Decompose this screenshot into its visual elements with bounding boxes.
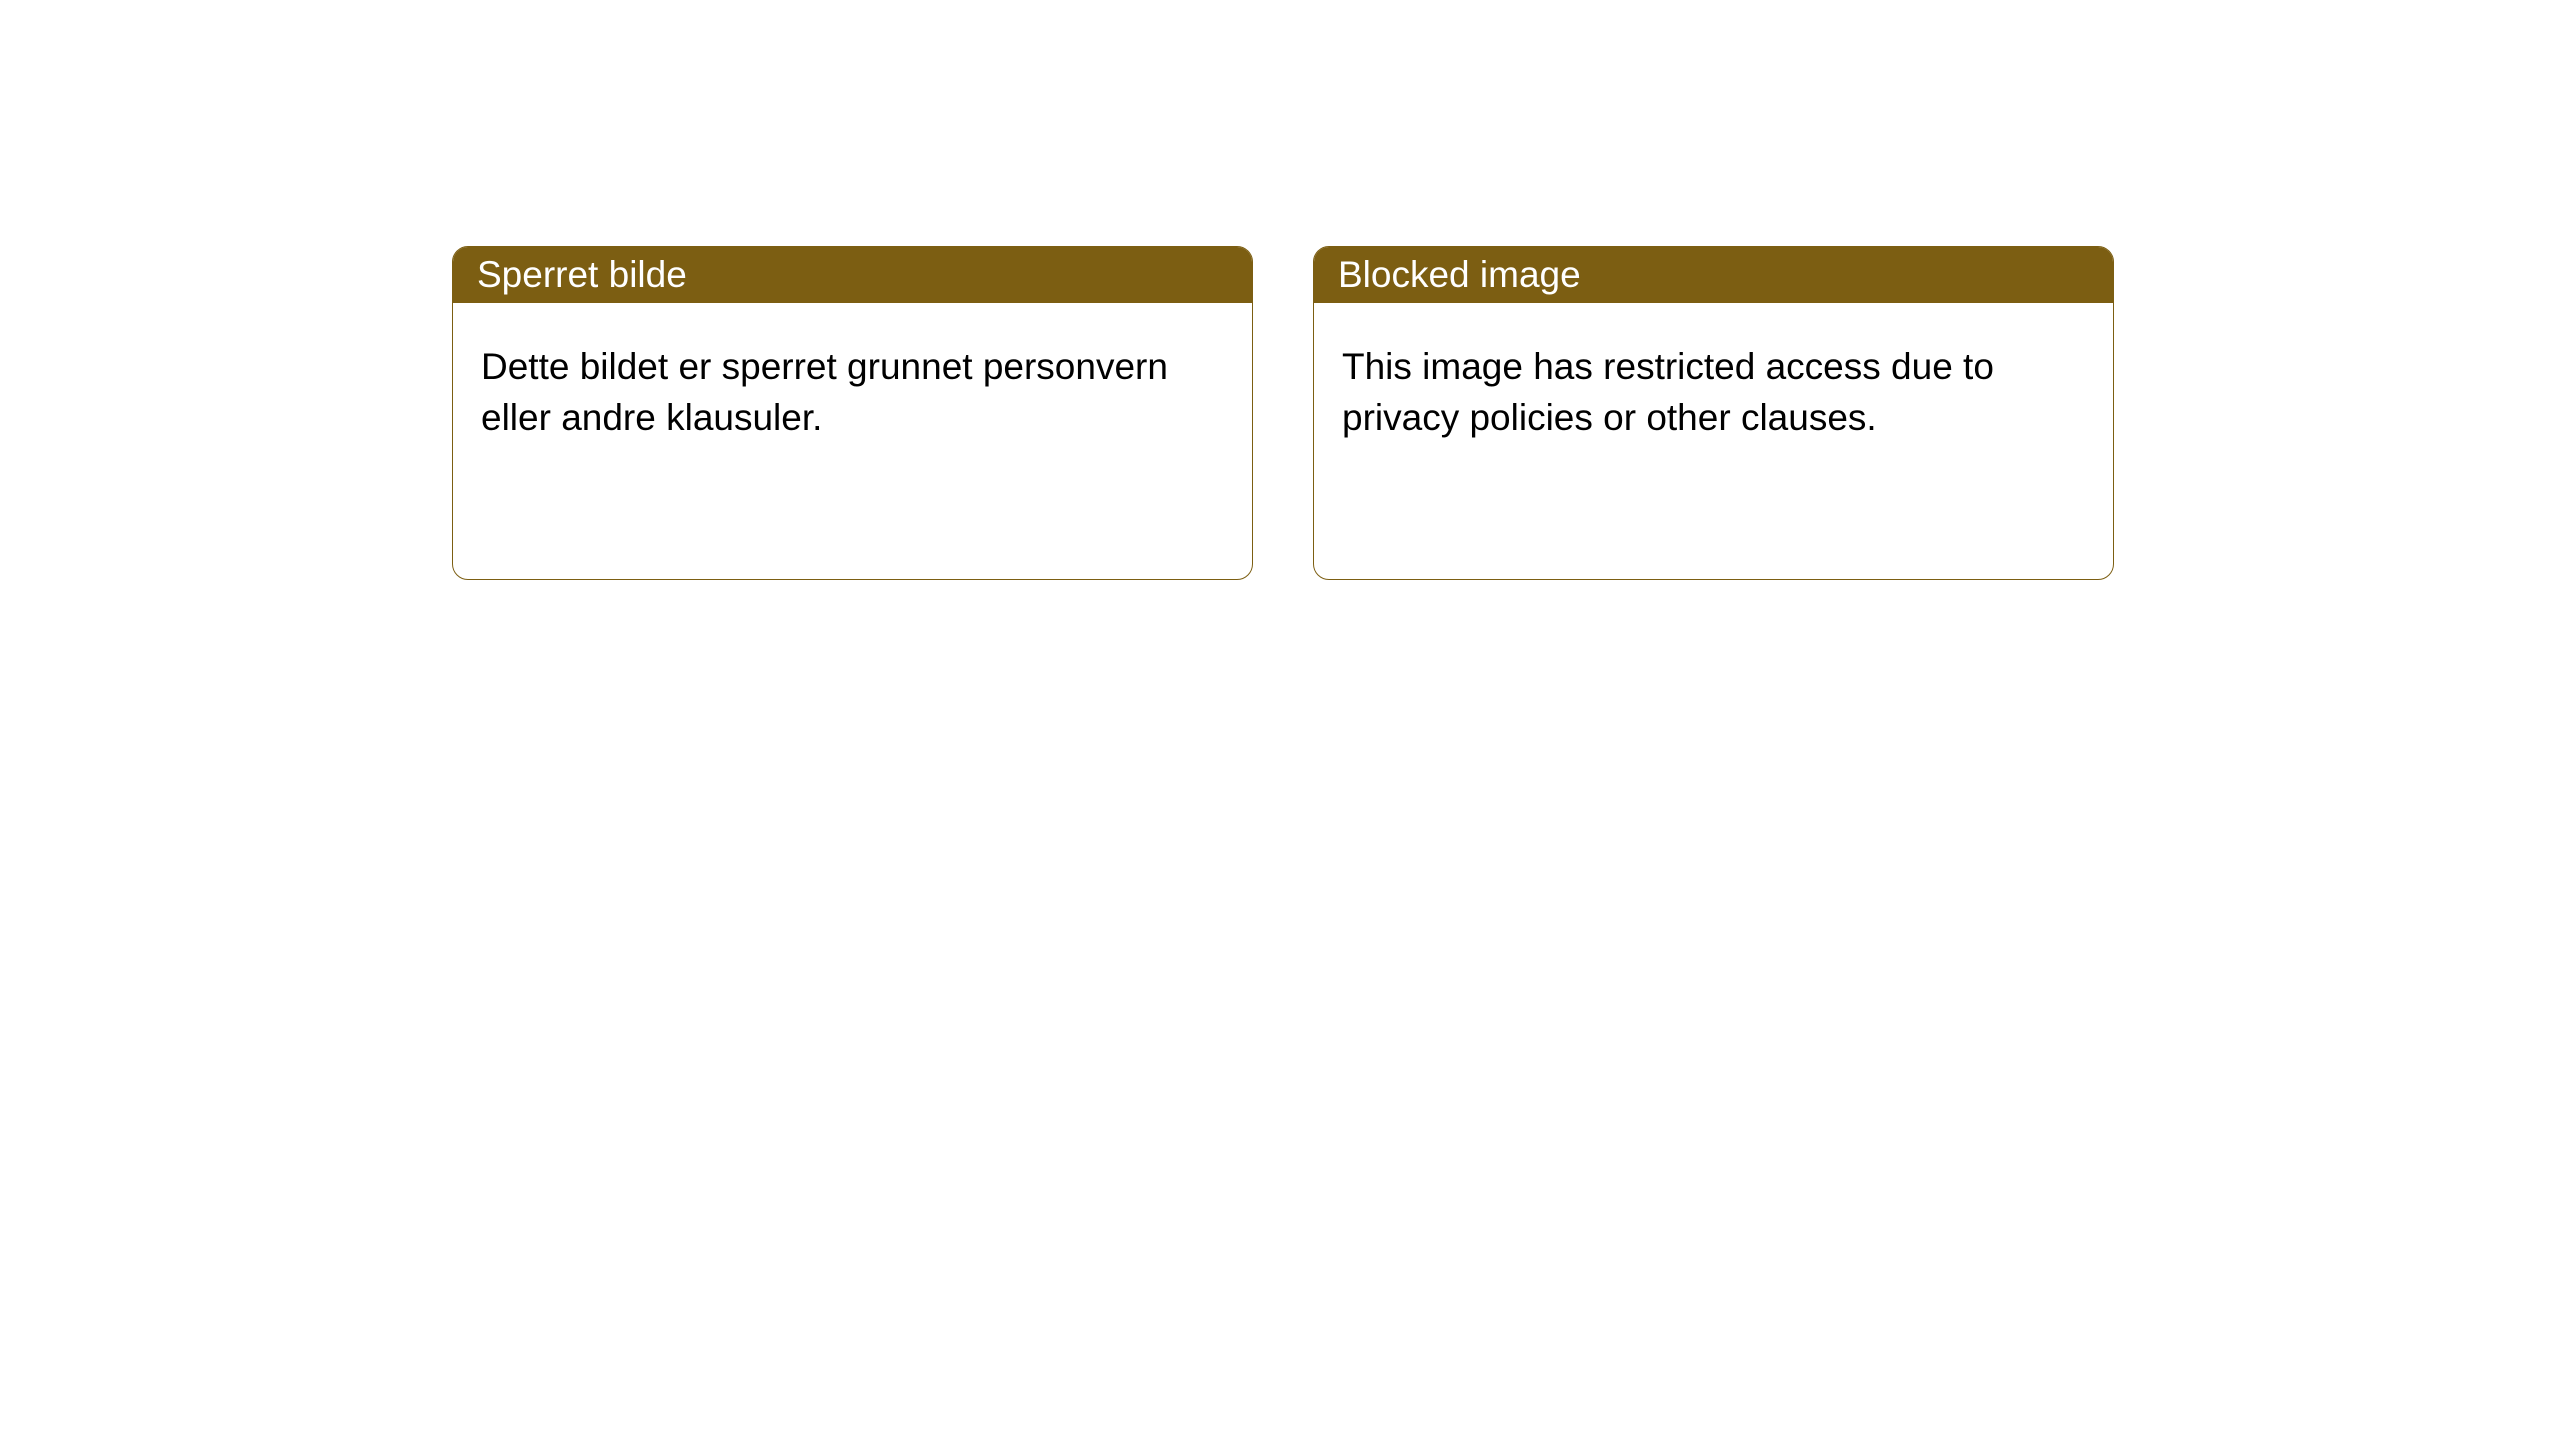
card-header: Blocked image (1314, 247, 2113, 303)
card-header: Sperret bilde (453, 247, 1252, 303)
notice-card-english: Blocked image This image has restricted … (1313, 246, 2114, 580)
card-body: Dette bildet er sperret grunnet personve… (453, 303, 1252, 481)
card-title: Blocked image (1338, 254, 1581, 296)
card-title: Sperret bilde (477, 254, 687, 296)
card-body-text: This image has restricted access due to … (1342, 346, 1994, 438)
card-container: Sperret bilde Dette bildet er sperret gr… (452, 246, 2560, 580)
notice-card-norwegian: Sperret bilde Dette bildet er sperret gr… (452, 246, 1253, 580)
card-body: This image has restricted access due to … (1314, 303, 2113, 481)
card-body-text: Dette bildet er sperret grunnet personve… (481, 346, 1168, 438)
